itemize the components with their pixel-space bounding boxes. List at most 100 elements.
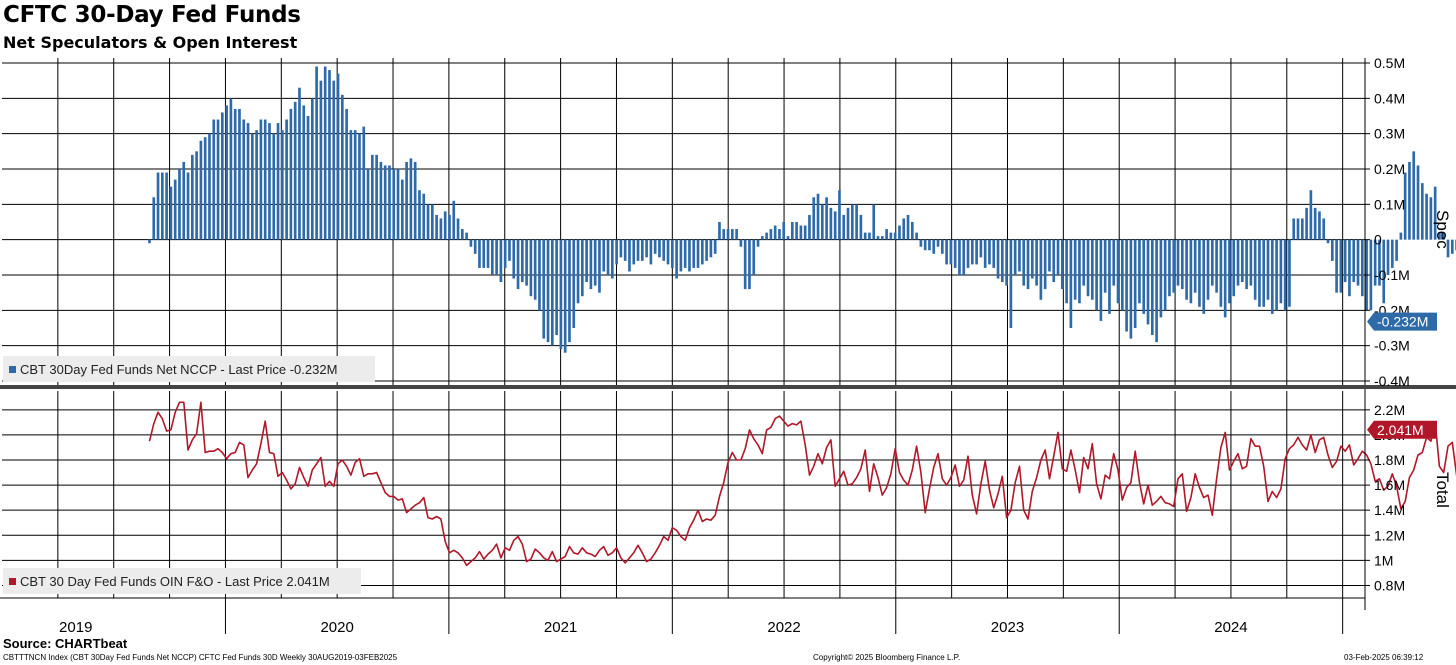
spec-bar <box>1180 239 1184 290</box>
spec-bar <box>1399 232 1403 240</box>
spec-bar <box>216 119 220 240</box>
spec-bar <box>923 239 927 251</box>
spec-bar <box>1060 239 1064 290</box>
spec-bar <box>1429 197 1433 240</box>
spec-bar <box>833 211 837 240</box>
chart-title: CFTC 30-Day Fed Funds <box>3 2 301 28</box>
footer-timestamp: 03-Feb-2025 06:39:12 <box>1344 653 1424 662</box>
total-y-tick-label: 1.4M <box>1374 502 1405 518</box>
spec-bar <box>452 200 456 240</box>
spec-bar <box>1090 239 1094 300</box>
spec-bar <box>1408 161 1411 240</box>
spec-bar <box>1026 239 1030 290</box>
spec-bar <box>705 239 708 261</box>
spec-bar <box>1395 239 1398 261</box>
spec-bar <box>1318 211 1321 240</box>
spec-bar <box>178 169 181 240</box>
spec-bar <box>1022 239 1026 286</box>
spec-bar <box>1369 239 1373 311</box>
spec-bar <box>992 239 996 268</box>
spec-bar <box>1202 239 1206 314</box>
spec-bar <box>803 225 807 240</box>
spec-bar <box>820 204 824 240</box>
spec-bar <box>1189 239 1193 304</box>
spec-bar <box>310 98 314 240</box>
spec-bar <box>739 239 743 247</box>
spec-bar <box>1356 239 1360 286</box>
spec-bar <box>559 239 563 350</box>
spec-bar <box>298 87 301 240</box>
spec-bar <box>1339 239 1343 293</box>
spec-bar <box>863 232 867 240</box>
spec-bar <box>529 239 533 297</box>
spec-bar <box>940 239 944 254</box>
total-y-tick-label: 2.2M <box>1374 402 1405 418</box>
spec-bar <box>1283 239 1287 311</box>
spec-bar <box>1416 165 1420 240</box>
spec-bar <box>838 190 841 240</box>
spec-bar <box>358 133 361 240</box>
spec-bar <box>760 236 764 240</box>
last-value-tags: -0.232M 2.041M <box>1367 312 1437 439</box>
spec-bar <box>1232 239 1236 297</box>
spec-bar <box>876 236 880 240</box>
spec-bar <box>473 239 477 254</box>
spec-bar <box>1433 186 1437 240</box>
spec-bar <box>602 239 606 272</box>
spec-bar <box>520 239 524 283</box>
spec-bar <box>953 239 957 268</box>
spec-bar <box>289 108 293 240</box>
spec-bar <box>692 239 696 268</box>
spec-bar <box>250 133 254 240</box>
spec-bar <box>658 239 661 258</box>
spec-bar <box>400 179 404 240</box>
spec-bar <box>1309 190 1313 240</box>
spec-bar <box>418 190 421 240</box>
spec-bar <box>636 239 640 261</box>
spec-bar <box>653 239 657 254</box>
spec-legend-swatch <box>9 365 16 373</box>
spec-y-tick-label: -0.3M <box>1374 338 1410 354</box>
spec-bar <box>1262 239 1266 307</box>
spec-bar <box>233 108 237 240</box>
spec-bar <box>885 229 888 240</box>
spec-bar <box>799 225 803 240</box>
spec-bar <box>336 73 340 240</box>
spec-bar <box>448 214 451 240</box>
spec-bar <box>169 186 173 240</box>
spec-bar <box>906 214 910 240</box>
spec-bar <box>679 239 683 272</box>
spec-bar <box>268 123 271 240</box>
spec-bar <box>203 137 207 240</box>
spec-bar <box>1403 172 1407 240</box>
spec-bar <box>1048 239 1051 272</box>
spec-bar <box>666 239 670 265</box>
spec-bar <box>1210 239 1214 286</box>
spec-bar <box>353 130 357 240</box>
spec-bar <box>460 229 464 240</box>
spec-bar <box>550 239 554 346</box>
spec-bar <box>1133 239 1137 328</box>
spec-y-tick-label: -0.1M <box>1374 267 1410 283</box>
spec-bar <box>1228 239 1231 304</box>
spec-legend-label: CBT 30Day Fed Funds Net NCCP - Last Pric… <box>20 361 338 377</box>
spec-bar <box>949 239 953 265</box>
spec-bar <box>1155 239 1158 343</box>
spec-bar <box>225 105 228 240</box>
spec-bar <box>589 239 593 290</box>
spec-bar <box>808 214 811 240</box>
spec-bar <box>199 140 203 240</box>
spec-legend: CBT 30Day Fed Funds Net NCCP - Last Pric… <box>3 356 375 382</box>
panel-divider <box>0 385 1456 389</box>
spec-bar <box>1335 239 1338 293</box>
spec-bar <box>730 229 734 240</box>
spec-y-ticks: 0.5M0.4M0.3M0.2M0.1M0-0.1M-0.2M-0.3M-0.4… <box>1365 55 1410 389</box>
spec-bar <box>1390 239 1394 268</box>
spec-bar <box>790 222 794 240</box>
spec-bar <box>190 154 194 240</box>
total-line <box>148 401 1456 567</box>
spec-bar <box>525 239 528 286</box>
spec-bar <box>683 239 687 268</box>
spec-bar <box>919 239 923 247</box>
spec-bar <box>880 236 884 240</box>
